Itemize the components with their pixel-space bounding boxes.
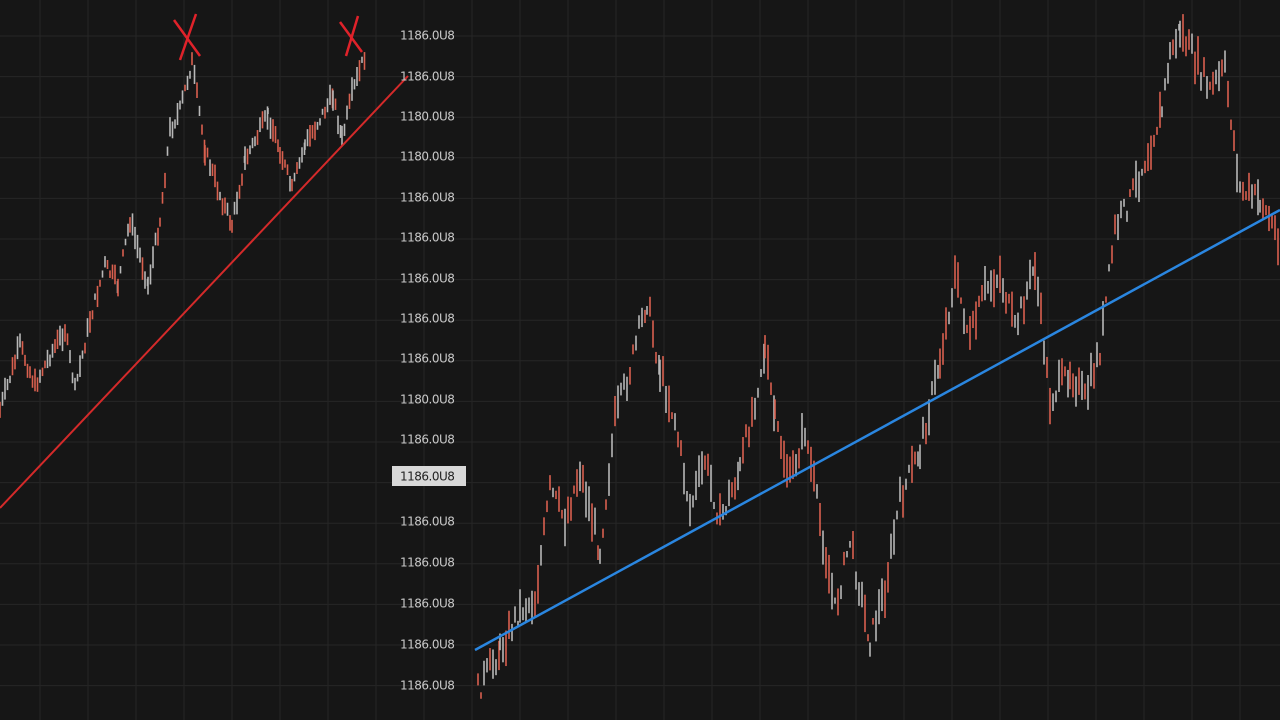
price-axis: 1186.0U8 1186.0U8 1180.0U8 1180.0U8 1186.0U8… bbox=[392, 29, 466, 693]
price-label: 1186.0U8 bbox=[400, 638, 454, 652]
current-price-label: 1186.0U8 bbox=[400, 470, 454, 484]
price-label: 1186.0U8 bbox=[400, 312, 454, 326]
price-label: 1186.0U8 bbox=[400, 70, 454, 84]
trend-line-blue bbox=[474, 208, 1280, 652]
price-label: 1186.0U8 bbox=[400, 597, 454, 611]
price-label: 1186.0U8 bbox=[400, 352, 454, 366]
price-candles bbox=[0, 14, 1279, 699]
x-marker bbox=[172, 13, 202, 61]
price-label: 1186.0U8 bbox=[400, 556, 454, 570]
price-label: 1186.0U8 bbox=[400, 515, 454, 529]
current-price-box bbox=[392, 466, 466, 486]
x-marker bbox=[338, 15, 364, 57]
price-label: 1186.0U8 bbox=[400, 231, 454, 245]
price-label: 1186.0U8 bbox=[400, 433, 454, 447]
price-label: 1180.0U8 bbox=[400, 393, 454, 407]
price-label: 1186.0U8 bbox=[400, 272, 454, 286]
price-label: 1186.0U8 bbox=[400, 191, 454, 205]
price-label: 1186.0U8 bbox=[400, 29, 454, 43]
price-label: 1180.0U8 bbox=[400, 110, 454, 124]
price-label: 1180.0U8 bbox=[400, 150, 454, 164]
price-label: 1186.0U8 bbox=[400, 679, 454, 693]
trend-line-red bbox=[0, 75, 409, 509]
